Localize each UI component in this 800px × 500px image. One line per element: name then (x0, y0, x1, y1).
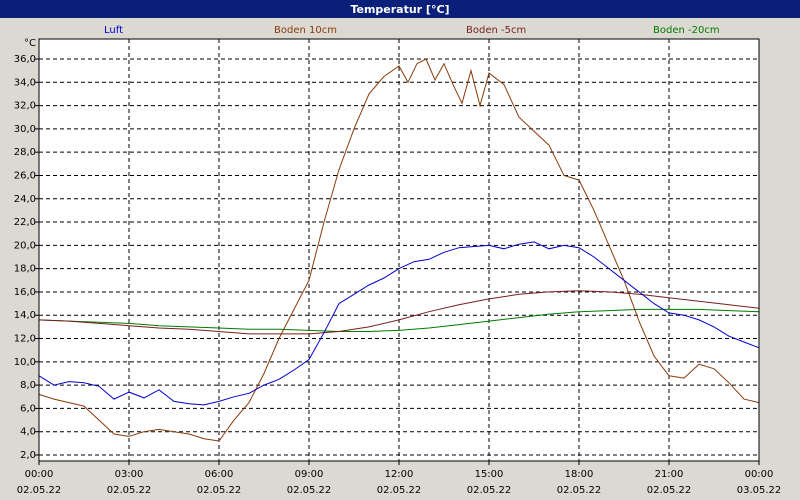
x-tick-date: 03.05.22 (737, 485, 782, 496)
y-unit-label: °C (24, 38, 36, 49)
y-tick-label: 34,0 (14, 77, 36, 88)
y-tick-label: 2,0 (20, 450, 36, 461)
series-line-boden-10cm (38, 58, 760, 442)
y-tick-label: 6,0 (20, 403, 36, 414)
legend-luft: Luft (104, 25, 123, 36)
x-tick-time: 00:00 (745, 469, 774, 480)
y-tick-label: 22,0 (14, 217, 36, 228)
y-tick-label: 4,0 (20, 427, 36, 438)
x-tick-time: 00:00 (25, 469, 54, 480)
legend-boden-10cm: Boden 10cm (274, 25, 337, 36)
y-tick-label: 26,0 (14, 170, 36, 181)
y-tick-label: 18,0 (14, 264, 36, 275)
y-tick-label: 12,0 (14, 334, 36, 345)
series-line-boden-5cm (38, 290, 760, 335)
x-tick-time: 15:00 (475, 469, 504, 480)
x-tick-time: 03:00 (115, 469, 144, 480)
y-tick-label: 36,0 (14, 54, 36, 65)
legend-boden-minus-5cm: Boden -5cm (466, 25, 527, 36)
y-tick-label: 8,0 (20, 380, 36, 391)
x-tick-time: 06:00 (205, 469, 234, 480)
x-tick-date: 02.05.22 (17, 485, 62, 496)
y-tick-label: 24,0 (14, 194, 36, 205)
x-tick-time: 12:00 (385, 469, 414, 480)
y-tick-label: 14,0 (14, 310, 36, 321)
series-line-boden-20cm (38, 308, 760, 332)
y-tick-label: 28,0 (14, 147, 36, 158)
x-tick-date: 02.05.22 (107, 485, 152, 496)
y-tick-label: 16,0 (14, 287, 36, 298)
chart-title: Temperatur [°C] (0, 0, 800, 18)
x-tick-date: 02.05.22 (377, 485, 422, 496)
y-tick-label: 32,0 (14, 101, 36, 112)
x-tick-date: 02.05.22 (557, 485, 602, 496)
x-tick-time: 21:00 (655, 469, 684, 480)
y-tick-label: 10,0 (14, 357, 36, 368)
x-tick-date: 02.05.22 (197, 485, 242, 496)
x-tick-date: 02.05.22 (467, 485, 512, 496)
x-tick-time: 09:00 (295, 469, 324, 480)
legend-boden-minus-20cm: Boden -20cm (653, 25, 720, 36)
series-line-luft (38, 241, 760, 406)
x-tick-time: 18:00 (565, 469, 594, 480)
y-tick-label: 30,0 (14, 124, 36, 135)
plot-frame (38, 38, 760, 462)
x-tick-date: 02.05.22 (287, 485, 332, 496)
x-tick-date: 02.05.22 (647, 485, 692, 496)
y-tick-label: 20,0 (14, 240, 36, 251)
